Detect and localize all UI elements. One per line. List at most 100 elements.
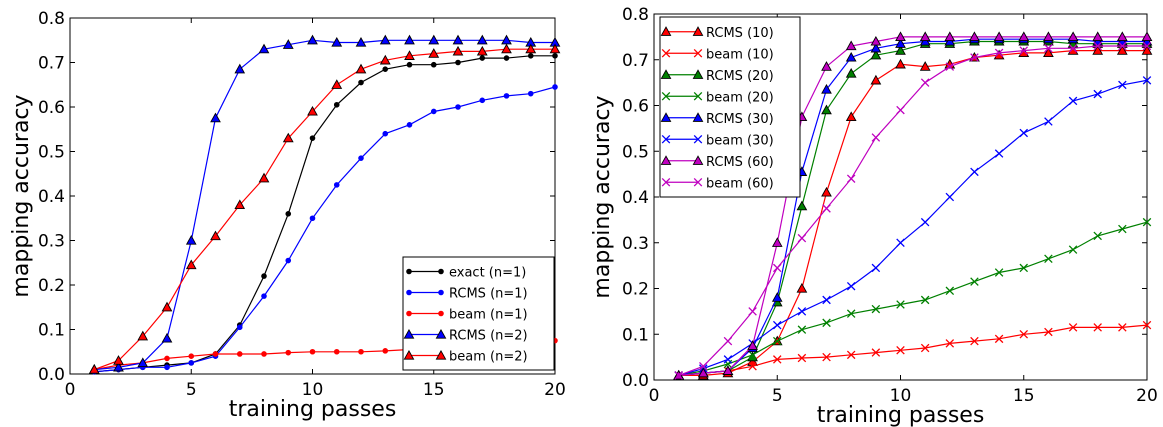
data-point-beam-30: [1093, 89, 1102, 99]
data-point-beam-20: [1093, 231, 1102, 241]
data-point-rcms-20: [895, 45, 906, 55]
data-point-rcms-20: [796, 200, 808, 211]
legend-marker-beam-30: [661, 134, 671, 144]
legend-marker-rcms-n-2: [435, 328, 447, 339]
data-point-rcms-60: [771, 237, 783, 247]
data-point-beam-60: [748, 307, 757, 316]
data-point-exact-n-1: [430, 61, 437, 68]
legend-marker-beam-10: [661, 48, 671, 58]
y-tick-label: 0.1: [38, 321, 65, 341]
data-point-rcms-60: [1043, 31, 1054, 42]
data-point-rcms-30: [771, 292, 783, 302]
data-point-rcms-10: [870, 74, 882, 85]
right-chart: 0 5 10 15 20 0.0 0.1 0.2 0.3 0.4 0.5 0.6 0.7 0.8 train…: [590, 5, 1158, 427]
x-tick-label: 15: [1013, 386, 1035, 406]
data-point-rcms-60: [697, 367, 709, 378]
y-tick-label: 0.0: [622, 371, 649, 391]
data-point-beam-60: [797, 233, 807, 243]
data-point-beam-10: [822, 352, 831, 362]
data-point-exact-n-1: [455, 59, 461, 66]
data-point-rcms-30: [821, 83, 832, 94]
data-point-rcms-10: [821, 186, 832, 197]
data-point-exact-n-1: [406, 61, 413, 68]
data-point-beam-n-1: [358, 348, 364, 355]
data-point-rcms-20: [821, 104, 832, 115]
data-point-beam-20: [970, 277, 979, 286]
series-beam-10: [674, 320, 1152, 380]
data-point-rcms-60: [845, 40, 857, 51]
data-point-rcms-n-1: [406, 122, 413, 128]
y-axis-title: mapping accuracy: [9, 94, 34, 297]
data-point-beam-60: [871, 133, 881, 142]
y-tick-label: 0.8: [622, 5, 649, 25]
legend-label-rcms-10: RCMS (10): [706, 26, 774, 41]
legend-marker-rcms-60: [692, 155, 704, 165]
data-point-beam-10: [846, 350, 856, 360]
data-point-beam-n-2: [404, 50, 415, 60]
data-point-beam-30: [822, 295, 831, 305]
data-point-beam-60: [920, 78, 930, 87]
data-point-rcms-n-2: [258, 43, 270, 54]
data-point-beam-60: [772, 263, 782, 273]
data-point-beam-n-2: [113, 355, 124, 365]
series-line-beam-n-2: [94, 48, 555, 371]
x-tick-label: 10: [302, 380, 324, 400]
legend-marker-rcms-n-1: [438, 289, 444, 296]
data-point-beam-60: [945, 62, 955, 71]
data-point-beam-n-1: [188, 353, 195, 360]
data-point-beam-60: [896, 105, 905, 115]
data-point-rcms-60: [747, 340, 758, 350]
data-point-rcms-n-1: [164, 364, 170, 371]
legend: exact (n=1) RCMS (n=1) beam (n=1) RCMS (n=2…: [402, 256, 555, 371]
data-point-beam-10: [871, 348, 881, 357]
data-point-beam-30: [994, 149, 1004, 158]
data-point-rcms-60: [944, 31, 956, 42]
data-point-rcms-n-1: [430, 108, 437, 115]
data-point-rcms-n-2: [355, 36, 367, 47]
data-point-exact-n-1: [358, 79, 364, 86]
y-tick-label: 0.7: [622, 51, 649, 71]
series-rcms-n-1: [91, 84, 558, 375]
data-point-beam-10: [1044, 327, 1053, 337]
y-axis-title: mapping accuracy: [590, 95, 615, 298]
data-point-beam-10: [945, 339, 955, 348]
legend-marker-beam-n-1: [438, 310, 444, 317]
data-point-beam-60: [846, 174, 856, 183]
data-point-rcms-n-2: [113, 361, 124, 372]
y-tick-label: 0.4: [38, 187, 65, 207]
data-point-beam-n-2: [452, 45, 464, 56]
legend-label-beam-n-2: beam (n=2): [449, 350, 528, 365]
data-point-beam-n-2: [88, 363, 100, 374]
data-point-exact-n-1: [309, 135, 316, 141]
data-point-beam-10: [1118, 323, 1127, 332]
data-point-beam-60: [1044, 44, 1053, 53]
data-point-rcms-n-1: [261, 293, 267, 299]
data-point-rcms-10: [1116, 45, 1128, 55]
data-point-beam-30: [1142, 76, 1152, 85]
data-point-beam-10: [772, 355, 782, 364]
data-point-rcms-60: [1116, 31, 1128, 42]
data-point-rcms-n-2: [185, 234, 197, 245]
data-point-exact-n-1: [527, 53, 534, 59]
legend-marker-exact-n-1: [406, 268, 412, 275]
legend-label-rcms-20: RCMS (20): [706, 69, 774, 84]
y-tick-label: 0.0: [38, 365, 65, 385]
data-point-rcms-n-1: [358, 155, 364, 161]
legend-label-beam-60: beam (60): [706, 176, 774, 191]
data-point-beam-20: [822, 318, 831, 328]
series-line-beam-60: [678, 45, 1147, 376]
data-point-beam-60: [1019, 46, 1029, 55]
data-point-beam-20: [772, 336, 782, 346]
legend-label-rcms-n-1: RCMS (n=1): [449, 287, 528, 302]
legend-marker-rcms-30: [660, 112, 672, 122]
data-point-exact-n-1: [285, 211, 292, 217]
data-point-beam-30: [723, 355, 733, 364]
data-point-rcms-10: [895, 58, 906, 69]
legend-label-beam-10: beam (10): [706, 47, 774, 62]
x-tick-label: 0: [649, 386, 660, 406]
legend-marker-beam-n-2: [435, 349, 447, 360]
legend-marker-beam-60: [693, 177, 703, 187]
data-point-rcms-n-1: [479, 97, 486, 104]
data-point-beam-30: [1118, 80, 1127, 90]
data-point-beam-30: [945, 192, 955, 202]
